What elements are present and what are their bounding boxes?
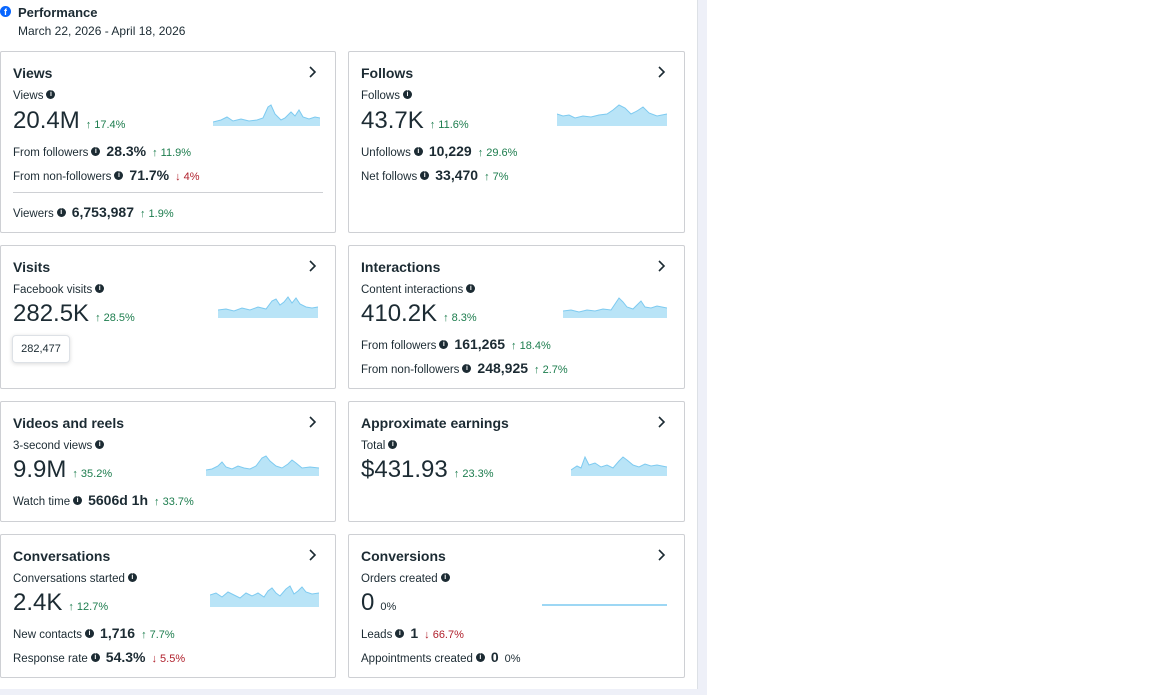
primary-label: Total i (361, 440, 398, 452)
views-sparkline (213, 104, 320, 126)
primary-metric: 0 0% (361, 589, 397, 616)
info-icon[interactable]: i (85, 629, 95, 639)
chevron-right-icon[interactable] (654, 259, 668, 273)
primary-label: Facebook visits i (13, 284, 105, 296)
visits-sparkline (218, 296, 318, 318)
metric-row: Unfollows i 10,229 ↑ 29.6% (361, 143, 518, 159)
chevron-right-icon[interactable] (305, 65, 319, 79)
info-icon[interactable]: i (95, 284, 105, 294)
info-icon[interactable]: i (462, 364, 472, 374)
metric-row: Viewers i 6,753,987 ↑ 1.9% (13, 204, 174, 220)
metric-row: Watch time i 5606d 1h ↑ 33.7% (13, 492, 194, 508)
chevron-right-icon[interactable] (305, 415, 319, 429)
info-icon[interactable]: i (439, 340, 449, 350)
info-icon[interactable]: i (95, 440, 105, 450)
info-icon[interactable]: i (413, 147, 423, 157)
facebook-icon: f (0, 6, 11, 17)
metric-row: Response rate i 54.3% ↓ 5.5% (13, 649, 186, 665)
info-icon[interactable]: i (91, 147, 101, 157)
primary-label: Conversations started i (13, 573, 137, 585)
primary-metric: 410.2K ↑ 8.3% (361, 300, 477, 327)
card-title: Visits (13, 259, 51, 275)
info-icon[interactable]: i (395, 629, 405, 639)
chevron-right-icon[interactable] (654, 65, 668, 79)
chevron-right-icon[interactable] (654, 415, 668, 429)
date-range: March 22, 2026 - April 18, 2026 (18, 24, 186, 38)
follows-sparkline (557, 104, 667, 126)
info-icon[interactable]: i (114, 171, 124, 181)
info-icon[interactable]: i (56, 208, 66, 218)
conversions-card[interactable]: Conversions Orders created i 0 0% Leads i 1 ↓… (348, 534, 685, 678)
metric-row: From followers i 28.3% ↑ 11.9% (13, 143, 192, 159)
primary-label: 3-second views i (13, 440, 105, 452)
panel-scroll-edge (698, 0, 707, 695)
metric-row: From followers i 161,265 ↑ 18.4% (361, 336, 551, 352)
conversions-sparkline (542, 604, 667, 606)
info-icon[interactable]: i (440, 573, 450, 583)
info-icon[interactable]: i (475, 653, 485, 663)
primary-label: Orders created i (361, 573, 450, 585)
performance-panel: f Performance March 22, 2026 - April 18,… (0, 0, 698, 690)
primary-label: Views i (13, 90, 56, 102)
card-title: Approximate earnings (361, 415, 509, 431)
conversations-sparkline (210, 585, 319, 607)
primary-metric: 2.4K ↑ 12.7% (13, 589, 109, 616)
chevron-right-icon[interactable] (305, 548, 319, 562)
info-icon[interactable]: i (420, 171, 430, 181)
info-icon[interactable]: i (402, 90, 412, 100)
primary-metric: 282.5K ↑ 28.5% (13, 300, 135, 327)
info-icon[interactable]: i (46, 90, 56, 100)
metric-row: Net follows i 33,470 ↑ 7% (361, 167, 509, 183)
info-icon[interactable]: i (388, 440, 398, 450)
card-title: Conversions (361, 548, 446, 564)
page-title: Performance (18, 5, 98, 20)
earnings-sparkline (571, 455, 667, 476)
chevron-right-icon[interactable] (654, 548, 668, 562)
info-icon[interactable]: i (127, 573, 137, 583)
primary-label: Follows i (361, 90, 412, 102)
metric-row: From non-followers i 248,925 ↑ 2.7% (361, 360, 568, 376)
info-icon[interactable]: i (466, 284, 476, 294)
chevron-right-icon[interactable] (305, 259, 319, 273)
visits-card[interactable]: Visits Facebook visits i 282.5K ↑ 28.5% 28… (0, 245, 336, 389)
primary-label: Content interactions i (361, 284, 476, 296)
metric-row: Leads i 1 ↓ 66.7% (361, 625, 464, 641)
views-card[interactable]: Views Views i 20.4M ↑ 17.4% From followers… (0, 51, 336, 233)
divider (13, 192, 323, 193)
info-icon[interactable]: i (73, 496, 83, 506)
metric-row: From non-followers i 71.7% ↓ 4% (13, 167, 200, 183)
earnings-card[interactable]: Approximate earnings Total i $431.93 ↑ 23.… (348, 401, 685, 522)
info-icon[interactable]: i (90, 653, 100, 663)
primary-metric: $431.93 ↑ 23.3% (361, 456, 494, 483)
interactions-card[interactable]: Interactions Content interactions i 410.2… (348, 245, 685, 389)
primary-metric: 9.9M ↑ 35.2% (13, 456, 113, 483)
card-title: Videos and reels (13, 415, 125, 431)
card-title: Conversations (13, 548, 111, 564)
card-title: Views (13, 65, 53, 81)
card-title: Interactions (361, 259, 441, 275)
primary-metric: 43.7K ↑ 11.6% (361, 107, 469, 134)
videos-card[interactable]: Videos and reels 3-second views i 9.9M ↑ 3… (0, 401, 336, 522)
conversations-card[interactable]: Conversations Conversations started i 2.4… (0, 534, 336, 678)
value-tooltip: 282,477 (12, 335, 70, 363)
metric-row: New contacts i 1,716 ↑ 7.7% (13, 625, 175, 641)
follows-card[interactable]: Follows Follows i 43.7K ↑ 11.6% Unfollows i… (348, 51, 685, 233)
metric-row: Appointments created i 0 0% (361, 649, 521, 665)
panel-bottom-edge (0, 689, 707, 695)
card-title: Follows (361, 65, 414, 81)
interactions-sparkline (563, 297, 667, 318)
primary-metric: 20.4M ↑ 17.4% (13, 107, 126, 134)
videos-sparkline (206, 455, 319, 476)
